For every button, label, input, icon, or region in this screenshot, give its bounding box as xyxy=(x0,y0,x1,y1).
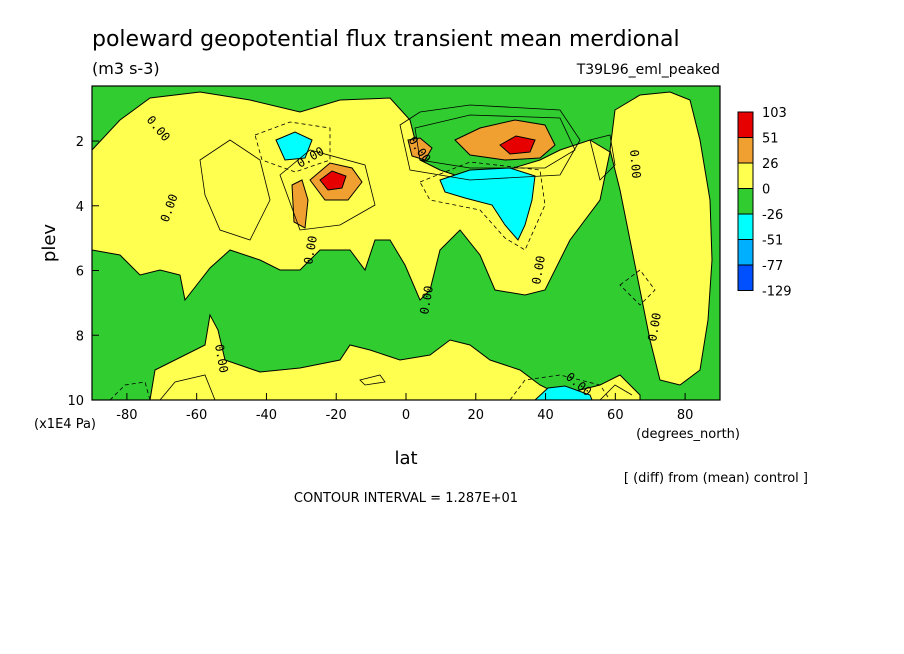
colorbar-label: -51 xyxy=(762,234,783,249)
x-tick-label: -60 xyxy=(186,408,207,423)
field-positive-strong xyxy=(499,135,536,155)
field-positive-region xyxy=(609,91,713,386)
contour-label: 0.00 xyxy=(301,235,320,266)
x-units-label: (degrees_north) xyxy=(636,427,740,442)
units-label: (m3 s-3) xyxy=(92,59,160,78)
y-tick-label: 10 xyxy=(67,394,84,409)
negative-contour-lines xyxy=(109,121,656,400)
x-tick-label: 0 xyxy=(402,408,410,423)
y-tick-label: 2 xyxy=(76,135,84,150)
plot-area: 0.00 0.00 0.00 0.00 0.00 0.00 0.00 0.00 … xyxy=(91,85,721,401)
colorbar-label: 26 xyxy=(762,157,779,172)
colorbar-swatch xyxy=(737,239,754,266)
x-tick-label: 40 xyxy=(537,408,554,423)
x-tick-label: 60 xyxy=(607,408,624,423)
colorbar-label: -129 xyxy=(762,285,792,300)
x-axis: -80 -60 -40 -20 0 20 40 60 80 xyxy=(116,393,693,423)
colorbar-label: 103 xyxy=(762,106,787,121)
chart-title: poleward geopotential flux transient mea… xyxy=(92,27,680,52)
run-label: T39L96_eml_peaked xyxy=(576,62,720,78)
contour-label: 0.00 xyxy=(417,285,436,316)
colorbar-label: -26 xyxy=(762,208,783,223)
colorbar: 103 51 26 0 -26 -51 -77 -129 xyxy=(737,106,792,300)
x-tick-label: -40 xyxy=(256,408,277,423)
contour-label: 0.00 xyxy=(627,149,643,179)
colorbar-swatch xyxy=(737,111,754,138)
contour-interval: CONTOUR INTERVAL = 1.287E+01 xyxy=(294,491,518,506)
x-tick-label: -80 xyxy=(116,408,137,423)
colorbar-label: 51 xyxy=(762,132,779,147)
y-axis: 2 4 6 8 10 xyxy=(67,135,99,409)
y-tick-label: 8 xyxy=(76,329,84,344)
colorbar-swatch xyxy=(737,162,754,189)
field-negative-medium xyxy=(534,385,593,400)
field-positive-region xyxy=(149,313,641,400)
y-tick-label: 4 xyxy=(76,200,84,215)
contour-label: 0.00 xyxy=(212,343,231,374)
field-positive-strong xyxy=(319,170,347,191)
colorbar-label: 0 xyxy=(762,183,770,198)
y-tick-label: 6 xyxy=(76,265,84,280)
field-negative-medium xyxy=(275,131,313,161)
footer-note: [ (diff) from (mean) control ] xyxy=(624,471,808,486)
colorbar-swatch xyxy=(737,264,754,291)
colorbar-label: -77 xyxy=(762,259,783,274)
contour-label: 0.00 xyxy=(645,312,664,343)
contour-label: 0.00 xyxy=(529,255,548,286)
colorbar-swatch xyxy=(737,213,754,240)
x-tick-label: -20 xyxy=(326,408,347,423)
field-positive-medium xyxy=(291,179,309,229)
contour-lines xyxy=(159,104,633,400)
x-axis-title: lat xyxy=(394,448,417,469)
y-units-label: (x1E4 Pa) xyxy=(34,417,96,432)
x-tick-label: 20 xyxy=(468,408,485,423)
x-tick-label: 80 xyxy=(677,408,694,423)
colorbar-swatch xyxy=(737,137,754,164)
colorbar-swatch xyxy=(737,188,754,215)
field-positive-medium xyxy=(407,137,433,161)
y-axis-title: plev xyxy=(39,224,60,263)
